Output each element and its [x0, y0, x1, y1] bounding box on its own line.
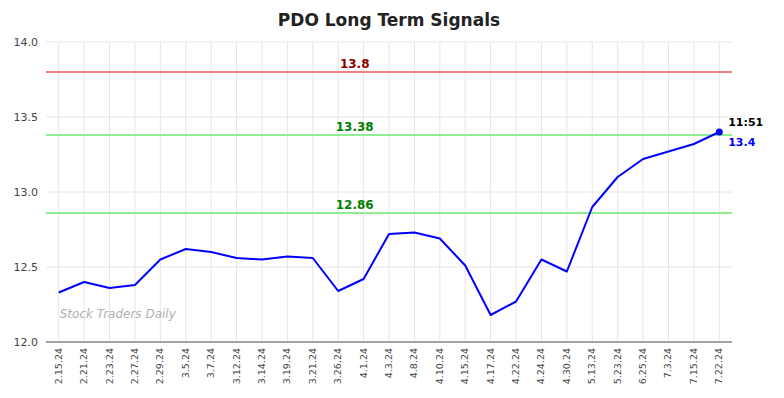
reference-line [46, 71, 732, 73]
grid-line [46, 342, 732, 343]
reference-line [46, 134, 732, 136]
grid-line [211, 42, 212, 342]
x-tick-label: 3.21.24 [307, 348, 318, 384]
x-tick-label: 2.29.24 [154, 348, 165, 384]
grid-line [134, 42, 135, 342]
watermark: Stock Traders Daily [60, 307, 177, 321]
grid-line [566, 42, 567, 342]
x-tick-label: 4.1.24 [358, 348, 369, 378]
x-axis-line [46, 342, 732, 343]
x-tick-label: 4.10.24 [434, 348, 445, 384]
x-tick-label: 3.14.24 [256, 348, 267, 384]
grid-line [58, 42, 59, 342]
y-tick-label: 13.0 [14, 186, 39, 199]
x-tick-label: 4.8.24 [408, 348, 419, 378]
x-tick-label: 3.26.24 [332, 348, 343, 384]
grid-line [363, 42, 364, 342]
x-tick-label: 2.15.24 [53, 348, 64, 384]
x-tick-label: 6.25.24 [637, 348, 648, 384]
title: PDO Long Term Signals [278, 10, 500, 30]
grid-line [617, 42, 618, 342]
x-tick-label: 7.15.24 [688, 348, 699, 384]
plot-area [46, 72, 732, 315]
annotation: 13.4 [728, 136, 755, 149]
x-tick-label: 4.22.24 [510, 348, 521, 384]
grid-line [389, 42, 390, 342]
annotation: 11:51 [728, 116, 763, 129]
grid-line [160, 42, 161, 342]
y-tick-label: 12.0 [14, 336, 39, 349]
grid-line [84, 42, 85, 342]
x-tick-label: 2.27.24 [129, 348, 140, 384]
grid-line [693, 42, 694, 342]
grid-line [338, 42, 339, 342]
x-tick-label: 3.7.24 [205, 348, 216, 378]
line [59, 132, 720, 315]
y-tick-label: 14.0 [14, 36, 39, 49]
grid-line [287, 42, 288, 342]
grid-line [516, 42, 517, 342]
y-tick-label: 13.5 [14, 111, 39, 124]
grid-line [668, 42, 669, 342]
grid-line [109, 42, 110, 342]
x-tick-label: 4.15.24 [459, 348, 470, 384]
x-tick-label: 5.13.24 [586, 348, 597, 384]
x-tick-label: 4.3.24 [383, 348, 394, 378]
x-tick-label: 3.5.24 [180, 348, 191, 378]
grid-line [541, 42, 542, 342]
y-tick-label: 12.5 [14, 261, 39, 274]
grid-line [185, 42, 186, 342]
x-tick-label: 4.30.24 [561, 348, 572, 384]
reference-line [46, 212, 732, 214]
x-tick-label: 3.12.24 [231, 348, 242, 384]
grid [46, 42, 732, 342]
reference-label: 13.8 [340, 57, 370, 71]
x-tick-label: 7.3.24 [662, 348, 673, 378]
x-tick-label: 2.21.24 [78, 348, 89, 384]
grid-line [236, 42, 237, 342]
last-point [716, 129, 723, 136]
x-tick-label: 3.19.24 [281, 348, 292, 384]
grid-line [261, 42, 262, 342]
reference-label: 13.38 [336, 120, 374, 134]
grid-line [490, 42, 491, 342]
grid-line [592, 42, 593, 342]
x-tick-label: 4.24.24 [535, 348, 546, 384]
x-tick-label: 7.22.24 [713, 348, 724, 384]
reference-label: 12.86 [336, 198, 374, 212]
grid-line [312, 42, 313, 342]
grid-line [414, 42, 415, 342]
grid-line [719, 42, 720, 342]
grid-line [465, 42, 466, 342]
x-tick-label: 4.17.24 [485, 348, 496, 384]
grid-line [439, 42, 440, 342]
x-tick-label: 2.23.24 [104, 348, 115, 384]
grid-line [643, 42, 644, 342]
x-tick-label: 5.23.24 [612, 348, 623, 384]
chart: PDO Long Term Signals 12.0 12.5 13.0 13.5 14.… [0, 0, 784, 398]
